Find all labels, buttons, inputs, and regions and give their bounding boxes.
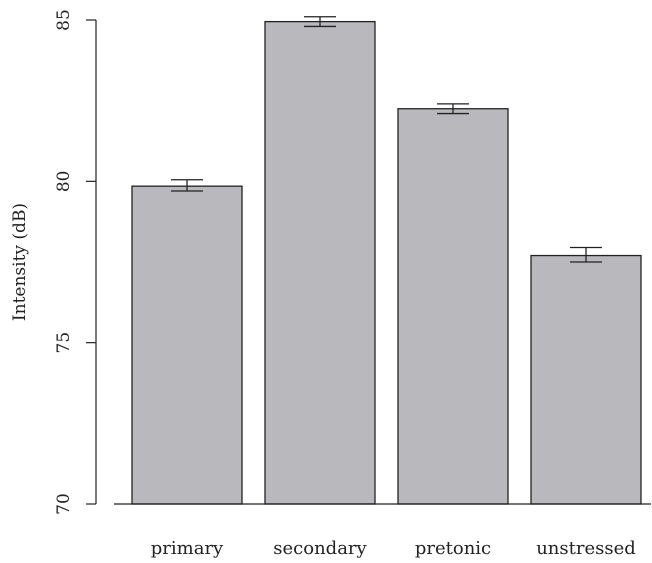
- y-tick-label: 75: [54, 332, 74, 354]
- error-bar-primary: [171, 179, 203, 192]
- y-axis-label: Intensity (dB): [10, 203, 30, 321]
- x-tick-label-primary: primary: [151, 538, 224, 559]
- x-tick-label-pretonic: pretonic: [415, 538, 491, 559]
- x-tick-label-secondary: secondary: [273, 538, 367, 559]
- x-axis-labels: primary secondary pretonic unstressed: [151, 538, 636, 559]
- y-axis: 70 75 80 85: [54, 9, 97, 515]
- bar-secondary: [264, 20, 376, 505]
- bar-unstressed: [530, 254, 642, 505]
- error-bar-unstressed: [570, 246, 602, 263]
- error-bar-pretonic: [437, 103, 469, 115]
- x-tick-label-unstressed: unstressed: [536, 538, 636, 559]
- y-tick-label: 85: [54, 9, 74, 31]
- bar-primary: [131, 185, 243, 505]
- y-tick-label: 80: [54, 171, 74, 193]
- error-bars: [171, 16, 602, 263]
- bars: [131, 20, 642, 505]
- y-tick-label: 70: [54, 493, 74, 515]
- error-bar-secondary: [304, 16, 336, 28]
- bar-pretonic: [397, 108, 509, 505]
